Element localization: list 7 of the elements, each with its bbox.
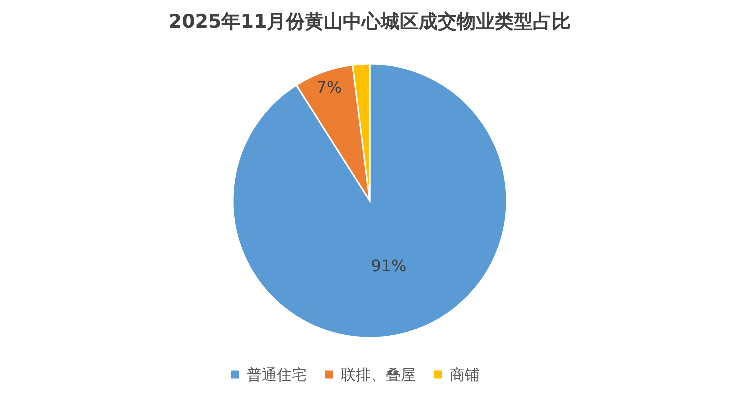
pie-slice xyxy=(232,63,508,339)
legend-label: 商铺 xyxy=(450,366,480,384)
data-label: 7% xyxy=(316,78,342,98)
legend-label: 普通住宅 xyxy=(247,366,307,384)
legend-label: 联排、叠屋 xyxy=(341,366,416,384)
chart-title: 2025年11月份黄山中心城区成交物业类型占比 xyxy=(168,11,572,33)
data-label: 91% xyxy=(371,256,407,276)
